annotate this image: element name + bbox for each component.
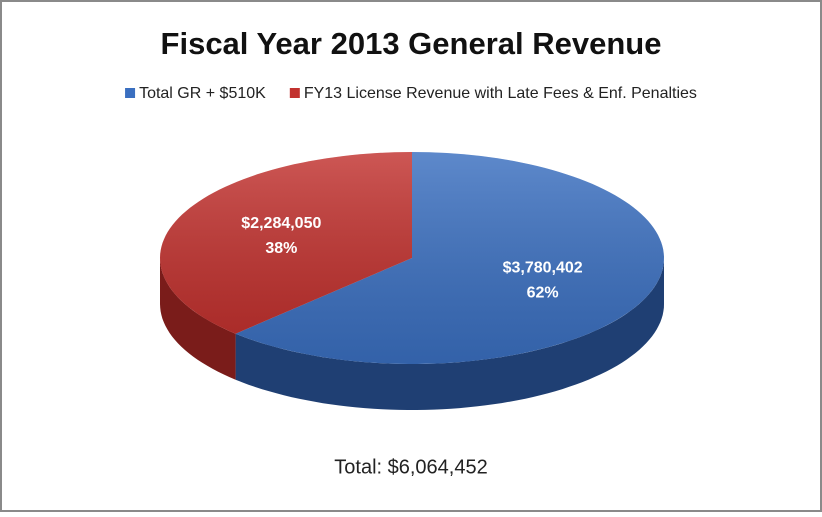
data-label: $2,284,050 <box>241 215 321 232</box>
slice-side <box>235 258 664 410</box>
legend-label: Total GR + $510K <box>139 85 266 102</box>
legend-label: FY13 License Revenue with Late Fees & En… <box>304 85 697 102</box>
slice-shade <box>235 152 664 364</box>
percent-label: 38% <box>265 240 297 257</box>
legend-marker <box>125 88 136 98</box>
slice-shade <box>160 152 412 334</box>
data-label: $3,780,402 <box>503 260 583 277</box>
annotation: Total: $6,064,452 <box>334 456 487 478</box>
percent-label: 62% <box>527 285 559 302</box>
legend-marker <box>289 88 300 98</box>
slice-side <box>160 258 236 380</box>
chart-title: Fiscal Year 2013 General Revenue <box>161 26 662 61</box>
